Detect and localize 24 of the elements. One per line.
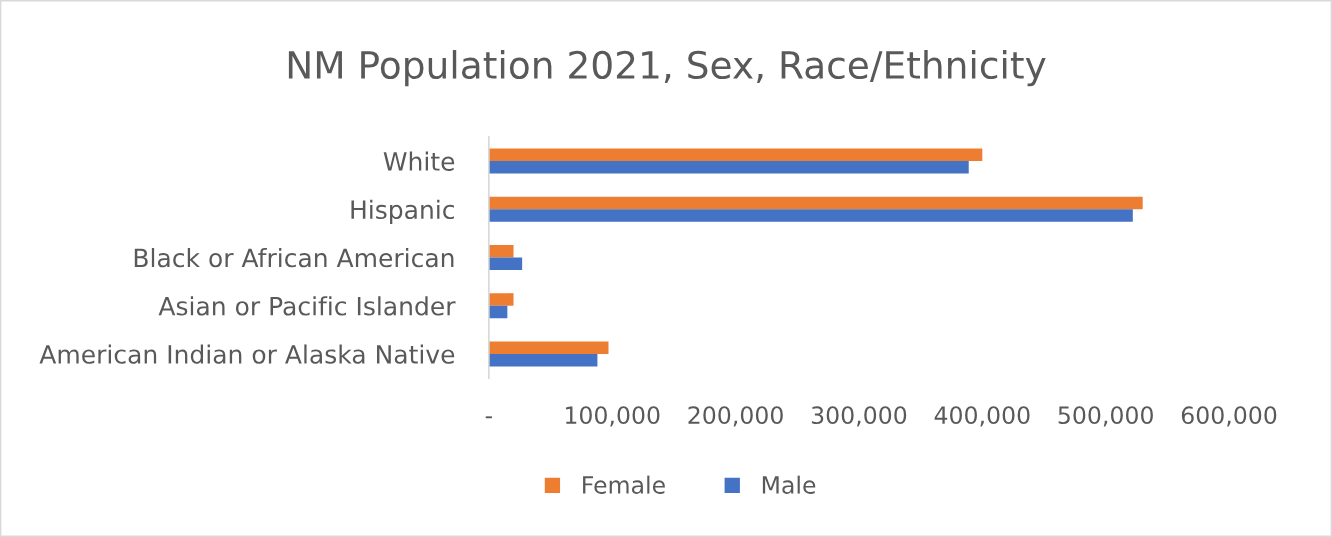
x-tick-label: 600,000 xyxy=(1181,406,1277,427)
y-tick-label: Asian or Pacific Islander xyxy=(158,296,456,316)
legend-label: Male xyxy=(762,475,816,494)
bar xyxy=(488,244,514,258)
x-tick-label: - xyxy=(485,416,492,419)
bar xyxy=(488,148,983,162)
bar xyxy=(488,257,523,271)
legend-label: Female xyxy=(583,475,665,494)
y-tick-label: White xyxy=(383,151,455,171)
bar xyxy=(488,209,1133,222)
y-tick-label: Black or African American xyxy=(134,247,454,268)
x-tick-label: 200,000 xyxy=(688,406,783,427)
y-tick-label: Hispanic xyxy=(351,199,454,224)
x-tick-label: 400,000 xyxy=(934,406,1030,427)
bar xyxy=(488,161,969,174)
bar xyxy=(488,196,1143,210)
bar xyxy=(488,353,598,367)
bar xyxy=(488,293,514,306)
chart-title: NM Population 2021, Sex, Race/Ethnicity xyxy=(288,50,1046,87)
x-tick-label: 300,000 xyxy=(811,406,907,427)
y-tick-label: American Indian or Alaska Native xyxy=(39,344,455,364)
x-tick-label: 500,000 xyxy=(1058,406,1153,427)
x-tick-label: 100,000 xyxy=(565,406,660,427)
bar xyxy=(488,341,609,354)
